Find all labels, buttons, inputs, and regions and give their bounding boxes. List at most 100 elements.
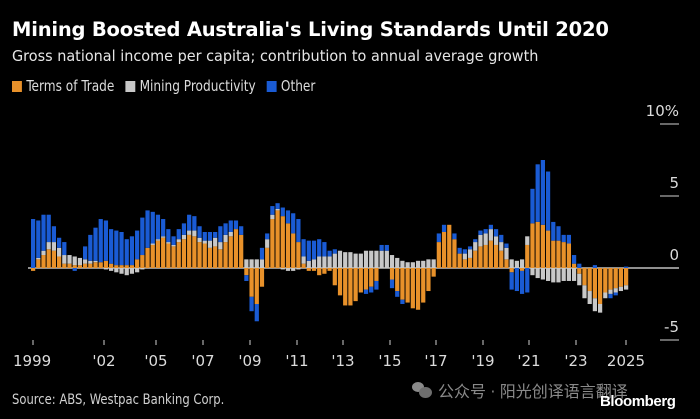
- bar-segment-terms-of-trade: [358, 268, 363, 293]
- bar-segment-terms-of-trade: [155, 240, 161, 268]
- bar-segment-other: [624, 266, 629, 268]
- bar-segment-other: [457, 247, 462, 254]
- bar-segment-other: [88, 234, 93, 261]
- bar-segment-terms-of-trade: [447, 224, 452, 268]
- bar-segment-mining-productivity: [504, 247, 509, 260]
- bar-segment-other: [577, 263, 582, 268]
- bar-segment-mining-productivity: [83, 259, 88, 264]
- bar-segment-terms-of-trade: [332, 268, 337, 286]
- bar-segment-other: [291, 213, 296, 234]
- bar-segment-other: [161, 219, 166, 237]
- bar-segment-other: [504, 243, 509, 248]
- bar-segment-other: [296, 219, 301, 243]
- bar-segment-terms-of-trade: [322, 268, 327, 274]
- bar-segment-other: [254, 304, 259, 322]
- bar-segment-other: [270, 206, 275, 215]
- bar-segment-mining-productivity: [291, 268, 296, 271]
- bar-segment-terms-of-trade: [244, 268, 249, 276]
- legend-swatch-mining-productivity: [125, 80, 136, 92]
- x-tick-label: '19: [471, 352, 494, 370]
- bar-segment-other: [551, 221, 556, 241]
- bar-segment-terms-of-trade: [171, 246, 176, 268]
- bar-segment-terms-of-trade: [166, 243, 171, 268]
- bar-segment-terms-of-trade: [197, 242, 202, 268]
- bar-segment-mining-productivity: [374, 250, 379, 268]
- chart-subtitle: Gross national income per capita; contri…: [12, 47, 539, 65]
- bar-segment-other: [239, 226, 244, 235]
- bar-segment-terms-of-trade: [374, 268, 379, 281]
- bar-segment-terms-of-trade: [348, 268, 353, 306]
- bar-segment-terms-of-trade: [343, 268, 348, 306]
- bar-segment-terms-of-trade: [145, 247, 150, 268]
- bar-segment-other: [228, 220, 233, 232]
- bar-segment-mining-productivity: [150, 243, 155, 245]
- bar-segment-terms-of-trade: [462, 259, 467, 268]
- bar-segment-mining-productivity: [561, 268, 566, 281]
- bar-segment-terms-of-trade: [587, 268, 592, 292]
- bar-segment-terms-of-trade: [483, 244, 488, 268]
- bar-segment-terms-of-trade: [530, 223, 535, 268]
- bar-segment-terms-of-trade: [181, 239, 187, 268]
- bar-segment-mining-productivity: [348, 252, 353, 268]
- bar-segment-other: [525, 268, 530, 293]
- bar-segment-terms-of-trade: [103, 260, 109, 268]
- watermark-text: 公众号 · 阳光创译语言翻译: [438, 382, 628, 401]
- bar-segment-other: [488, 224, 493, 230]
- bar-segment-other: [244, 275, 249, 281]
- bar-segment-terms-of-trade: [545, 230, 551, 268]
- x-tick-label: 2025: [607, 352, 645, 370]
- bar-segment-mining-productivity: [135, 268, 140, 273]
- bar-segment-terms-of-trade: [415, 268, 421, 310]
- bar-segment-terms-of-trade: [109, 263, 114, 268]
- bar-segment-other: [519, 270, 525, 294]
- bar-segment-mining-productivity: [249, 259, 254, 268]
- bar-segment-terms-of-trade: [561, 242, 566, 268]
- bar-segment-mining-productivity: [171, 244, 176, 247]
- bar-segment-other: [202, 232, 207, 241]
- bar-segment-other: [98, 219, 103, 263]
- bar-segment-other: [566, 234, 571, 244]
- bar-segment-mining-productivity: [270, 214, 275, 220]
- x-tick-label: 1999: [13, 352, 51, 370]
- bar-segment-other: [556, 226, 561, 241]
- bar-segment-other: [233, 220, 239, 230]
- legend-label: Terms of Trade: [26, 77, 115, 95]
- bar-segment-terms-of-trade: [441, 232, 447, 268]
- bar-segment-mining-productivity: [109, 268, 114, 271]
- bar-segment-other: [197, 226, 202, 238]
- bar-segment-other: [259, 247, 265, 260]
- bar-segment-terms-of-trade: [119, 265, 124, 268]
- bar-segment-mining-productivity: [473, 242, 478, 251]
- y-tick-label: 0: [669, 246, 679, 264]
- bar-segment-other: [462, 249, 467, 254]
- bar-segment-terms-of-trade: [249, 268, 254, 297]
- bar-segment-terms-of-trade: [218, 249, 223, 268]
- bar-segment-other: [41, 214, 46, 251]
- bar-segment-terms-of-trade: [493, 244, 499, 268]
- bar-segment-mining-productivity: [410, 262, 415, 268]
- bar-segment-other: [561, 234, 566, 243]
- bar-segment-terms-of-trade: [624, 268, 629, 286]
- bar-segment-terms-of-trade: [577, 268, 582, 274]
- y-tick-label: -5: [664, 318, 679, 336]
- bar-segment-mining-productivity: [327, 256, 332, 268]
- bar-segment-terms-of-trade: [239, 234, 244, 268]
- bar-segment-mining-productivity: [587, 291, 592, 304]
- bar-segment-terms-of-trade: [457, 253, 462, 268]
- bar-segment-other: [171, 236, 176, 245]
- bloomberg-logo: Bloomberg: [600, 393, 676, 410]
- bar-segment-terms-of-trade: [296, 242, 301, 268]
- bar-segment-mining-productivity: [556, 268, 561, 283]
- bar-segment-other: [31, 219, 36, 268]
- bar-segment-terms-of-trade: [421, 268, 426, 303]
- legend-label: Other: [280, 77, 316, 95]
- bar-segment-mining-productivity: [306, 260, 311, 268]
- bar-segment-other: [103, 220, 109, 261]
- bar-segment-mining-productivity: [166, 242, 171, 244]
- bar-segment-terms-of-trade: [603, 268, 608, 293]
- bar-segment-mining-productivity: [62, 255, 67, 264]
- x-tick-label: '07: [191, 352, 214, 370]
- bar-segment-terms-of-trade: [301, 263, 306, 268]
- bar-segment-terms-of-trade: [337, 268, 343, 296]
- bar-segment-other: [322, 242, 327, 257]
